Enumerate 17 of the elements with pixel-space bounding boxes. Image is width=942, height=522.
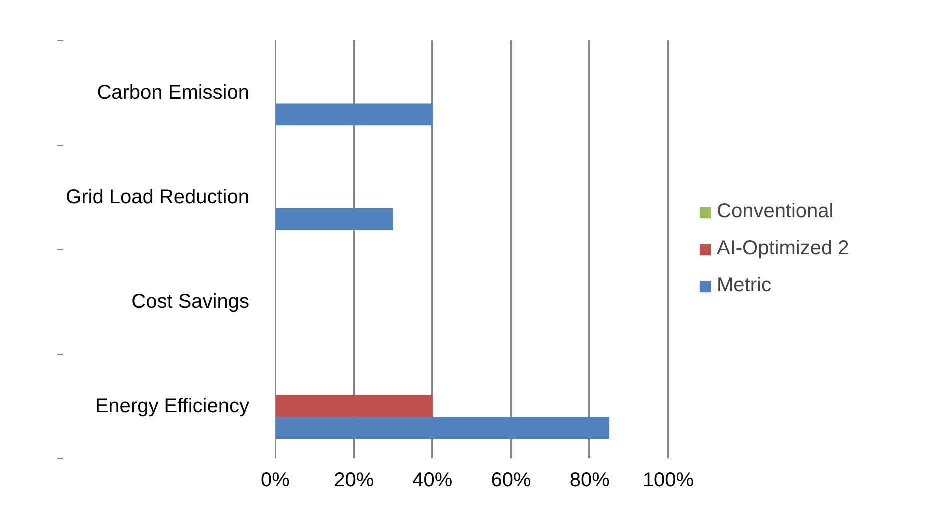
y-tick-label: Cost Savings	[132, 290, 250, 313]
bar	[276, 208, 394, 230]
x-tick-label: 0%	[261, 470, 290, 492]
legend-label: AI-Optimized 2	[717, 238, 850, 260]
y-tick-label: Carbon Emission	[97, 82, 250, 104]
x-tick-label: 100%	[642, 470, 694, 492]
x-tick-label: 60%	[491, 470, 532, 492]
x-tick-label: 40%	[412, 470, 453, 492]
x-tick-label: 80%	[570, 470, 610, 492]
y-tick-label: Grid Load Reduction	[66, 186, 250, 208]
bar	[276, 417, 610, 440]
legend-label: Conventional	[717, 200, 834, 224]
y-tick-label: Energy Efficiency	[95, 395, 250, 418]
x-tick-label: 20%	[334, 470, 374, 492]
legend-label: Metric	[717, 274, 772, 298]
bar	[276, 395, 433, 418]
bar	[276, 104, 433, 126]
